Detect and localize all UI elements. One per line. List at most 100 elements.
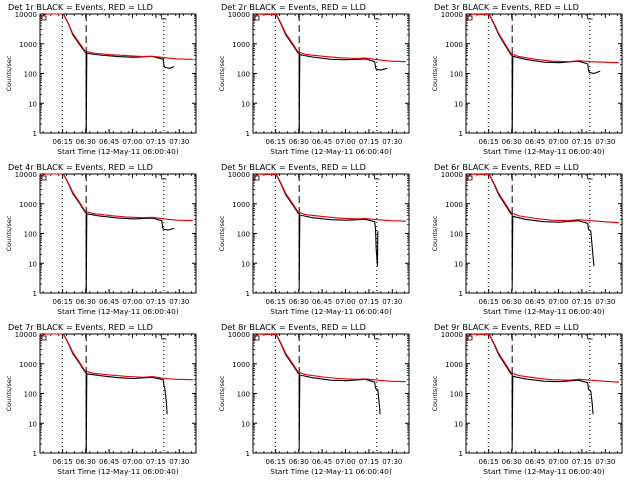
chart-title: Det 3r BLACK = Events, RED = LLD bbox=[434, 2, 579, 12]
x-tick-label: 06:30 bbox=[76, 138, 96, 146]
y-axis-label: Counts/sec bbox=[5, 215, 13, 251]
corner-marker bbox=[161, 14, 167, 20]
x-tick-label: 07:15 bbox=[146, 298, 166, 306]
chart-title: Det 9r BLACK = Events, RED = LLD bbox=[434, 322, 579, 332]
x-tick-label: 07:30 bbox=[595, 298, 615, 306]
lld-series-line bbox=[465, 13, 619, 64]
events-series-line bbox=[39, 333, 168, 454]
y-tick-label: 10 bbox=[454, 260, 463, 268]
y-tick-label: 1 bbox=[33, 450, 37, 458]
x-tick-label: 07:00 bbox=[335, 298, 355, 306]
corner-marker bbox=[587, 334, 593, 340]
y-axis-label: Counts/sec bbox=[5, 375, 13, 411]
x-axis-label: Start Time (12-May-11 06:00:40) bbox=[483, 307, 605, 316]
x-tick-label: 07:30 bbox=[382, 138, 402, 146]
x-tick-label: 06:30 bbox=[502, 458, 522, 466]
y-tick-label: 1000 bbox=[445, 201, 463, 209]
chart-title: Det 1r BLACK = Events, RED = LLD bbox=[8, 2, 153, 12]
y-tick-label: 1000 bbox=[232, 201, 250, 209]
y-tick-label: 10 bbox=[241, 100, 250, 108]
x-tick-label: 07:30 bbox=[382, 458, 402, 466]
y-axis-label: Counts/sec bbox=[431, 215, 439, 251]
corner-marker bbox=[41, 335, 47, 341]
x-tick-label: 07:00 bbox=[335, 138, 355, 146]
events-series-line bbox=[39, 173, 175, 294]
x-axis-label: Start Time (12-May-11 06:00:40) bbox=[483, 147, 605, 156]
x-tick-label: 07:00 bbox=[548, 298, 568, 306]
y-tick-label: 1 bbox=[459, 290, 463, 298]
y-tick-label: 10000 bbox=[441, 171, 463, 179]
y-tick-label: 100 bbox=[450, 391, 463, 399]
detector-chart: Det 8r BLACK = Events, RED = LLD 1 10 100 10… bbox=[218, 322, 410, 476]
detector-chart: Det 3r BLACK = Events, RED = LLD 1 10 100 10… bbox=[431, 2, 623, 156]
x-tick-label: 06:45 bbox=[99, 138, 119, 146]
y-axis-label: Counts/sec bbox=[431, 375, 439, 411]
y-tick-label: 10000 bbox=[441, 331, 463, 339]
events-series-line bbox=[252, 13, 388, 134]
y-axis-label: Counts/sec bbox=[218, 55, 226, 91]
lld-series-line bbox=[465, 333, 619, 383]
y-tick-label: 1 bbox=[33, 290, 37, 298]
x-tick-label: 07:30 bbox=[382, 298, 402, 306]
corner-marker bbox=[161, 334, 167, 340]
x-tick-label: 06:15 bbox=[53, 458, 73, 466]
x-tick-label: 07:30 bbox=[169, 298, 189, 306]
chart-title: Det 5r BLACK = Events, RED = LLD bbox=[221, 162, 366, 172]
x-tick-label: 06:45 bbox=[525, 138, 545, 146]
corner-marker bbox=[161, 174, 167, 180]
y-tick-label: 10 bbox=[241, 260, 250, 268]
x-tick-label: 06:30 bbox=[289, 298, 309, 306]
corner-marker bbox=[374, 14, 380, 20]
x-tick-label: 06:45 bbox=[99, 298, 119, 306]
chart-title: Det 4r BLACK = Events, RED = LLD bbox=[8, 162, 153, 172]
y-tick-label: 100 bbox=[450, 71, 463, 79]
x-tick-label: 07:15 bbox=[359, 298, 379, 306]
y-tick-label: 10000 bbox=[15, 11, 37, 19]
corner-marker bbox=[374, 174, 380, 180]
events-series-line bbox=[252, 333, 381, 445]
y-tick-label: 10 bbox=[454, 420, 463, 428]
plot-frame bbox=[465, 333, 623, 454]
plot-frame bbox=[39, 333, 197, 454]
x-tick-label: 06:45 bbox=[525, 458, 545, 466]
x-tick-label: 07:00 bbox=[122, 458, 142, 466]
x-tick-label: 07:15 bbox=[359, 138, 379, 146]
x-tick-label: 07:15 bbox=[572, 458, 592, 466]
x-axis-label: Start Time (12-May-11 06:00:40) bbox=[57, 307, 179, 316]
x-axis-label: Start Time (12-May-11 06:00:40) bbox=[270, 147, 392, 156]
lld-series-line bbox=[252, 13, 406, 63]
y-tick-label: 100 bbox=[237, 71, 250, 79]
x-tick-label: 07:00 bbox=[548, 138, 568, 146]
chart-title: Det 7r BLACK = Events, RED = LLD bbox=[8, 322, 153, 332]
corner-marker bbox=[587, 174, 593, 180]
y-tick-label: 100 bbox=[24, 71, 37, 79]
chart-title: Det 2r BLACK = Events, RED = LLD bbox=[221, 2, 366, 12]
plot-frame bbox=[465, 173, 623, 294]
y-tick-label: 10000 bbox=[15, 171, 37, 179]
x-tick-label: 07:30 bbox=[595, 458, 615, 466]
detector-chart: Det 1r BLACK = Events, RED = LLD 1 10 100 10… bbox=[5, 2, 197, 156]
y-tick-label: 1 bbox=[246, 290, 250, 298]
y-tick-label: 1 bbox=[246, 450, 250, 458]
y-axis-label: Counts/sec bbox=[218, 375, 226, 411]
y-axis-label: Counts/sec bbox=[431, 55, 439, 91]
y-tick-label: 100 bbox=[450, 231, 463, 239]
y-tick-label: 10000 bbox=[15, 331, 37, 339]
detector-chart: Det 5r BLACK = Events, RED = LLD 1 10 100 10… bbox=[218, 162, 410, 316]
x-tick-label: 06:45 bbox=[525, 298, 545, 306]
x-axis-label: Start Time (12-May-11 06:00:40) bbox=[483, 467, 605, 476]
x-tick-label: 06:45 bbox=[312, 138, 332, 146]
corner-marker bbox=[41, 15, 47, 21]
x-tick-label: 06:30 bbox=[76, 298, 96, 306]
plot-frame bbox=[252, 333, 410, 454]
lld-series-line bbox=[39, 333, 193, 381]
x-axis-label: Start Time (12-May-11 06:00:40) bbox=[270, 307, 392, 316]
y-tick-label: 10000 bbox=[228, 331, 250, 339]
plot-frame bbox=[465, 13, 623, 134]
y-tick-label: 100 bbox=[24, 391, 37, 399]
x-tick-label: 07:15 bbox=[146, 458, 166, 466]
y-tick-label: 1000 bbox=[445, 41, 463, 49]
y-tick-label: 10 bbox=[454, 100, 463, 108]
x-axis-label: Start Time (12-May-11 06:00:40) bbox=[57, 467, 179, 476]
events-series-line bbox=[465, 173, 595, 285]
